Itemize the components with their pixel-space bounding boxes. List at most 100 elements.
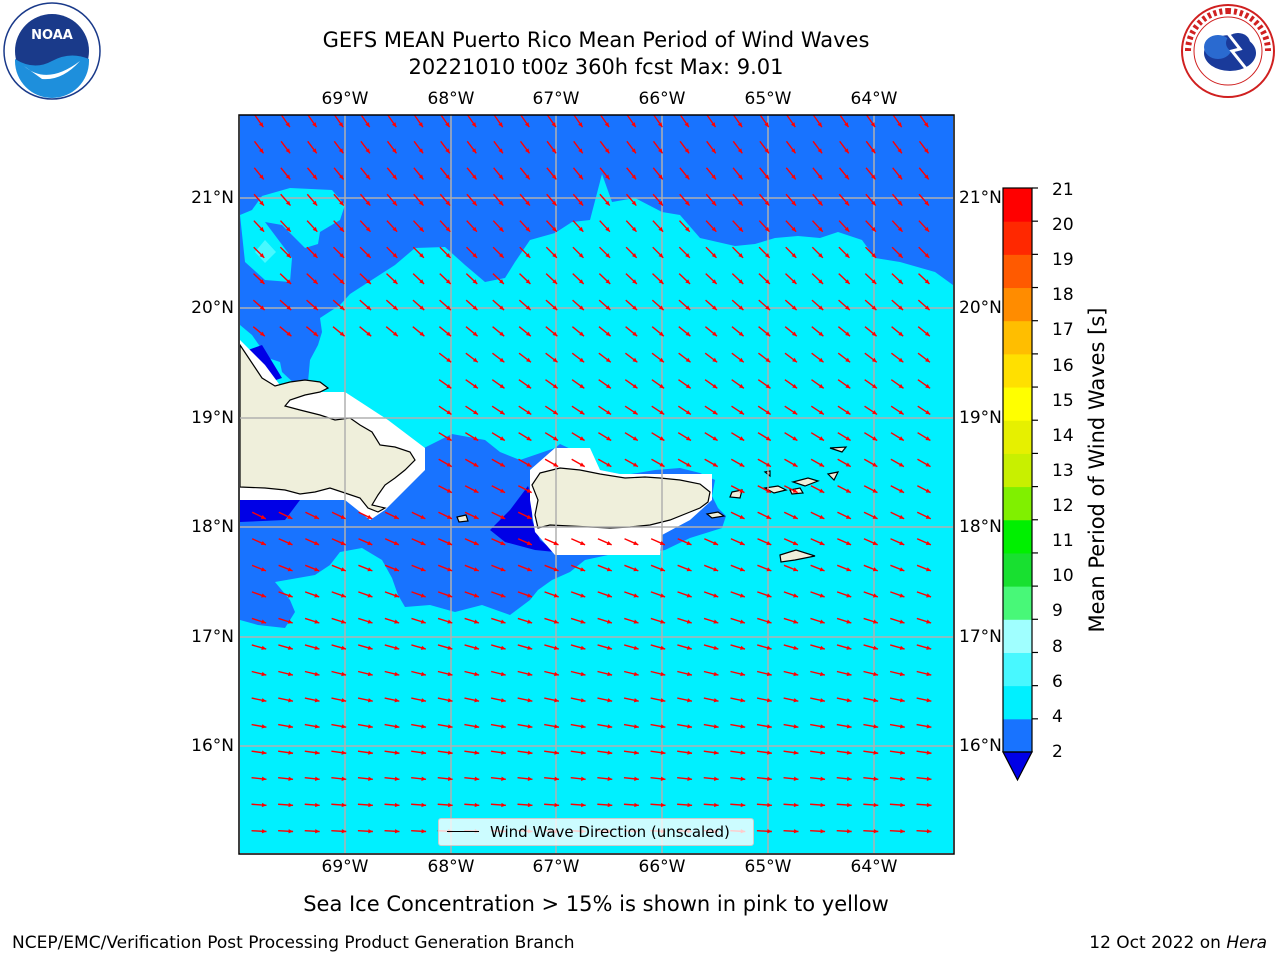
wind-wave-arrow-head xyxy=(846,541,852,545)
wind-wave-arrow-head xyxy=(579,383,585,389)
wind-wave-arrow-head xyxy=(740,698,746,703)
wind-wave-arrow-head xyxy=(473,462,479,467)
wind-wave-arrow-head xyxy=(473,436,479,441)
wind-wave-arrow-head xyxy=(501,750,506,755)
wind-wave-arrow-head xyxy=(845,357,851,363)
wind-wave-arrow-head xyxy=(314,698,320,703)
wind-wave-arrow-head xyxy=(368,802,373,808)
lon-label-top: 67°W xyxy=(532,89,580,109)
wind-wave-arrow-head xyxy=(312,200,318,206)
wind-wave-arrow-head xyxy=(580,645,586,650)
wind-wave-arrow-head xyxy=(924,148,929,154)
colorbar-segment xyxy=(1003,353,1032,388)
lon-label-bottom: 66°W xyxy=(638,857,686,877)
wind-wave-arrow-head xyxy=(446,462,452,467)
wind-wave-arrow-head xyxy=(660,698,666,703)
wind-wave-arrow-head xyxy=(713,776,719,781)
wind-wave-arrow-head xyxy=(605,383,611,389)
wind-wave-arrow-head xyxy=(605,200,610,206)
wind-wave-arrow-head xyxy=(685,383,691,389)
wind-wave-arrow-head xyxy=(686,671,692,677)
wind-wave-arrow-head xyxy=(765,331,771,337)
wind-wave-arrow-head xyxy=(873,698,879,703)
wind-wave-arrow-head xyxy=(793,750,799,755)
wind-wave-arrow-head xyxy=(551,122,556,128)
wind-wave-arrow-head xyxy=(580,724,586,729)
wind-wave-arrow-head xyxy=(312,253,318,258)
wind-wave-arrow-head xyxy=(898,331,904,337)
wind-wave-arrow-head xyxy=(312,226,318,232)
wind-wave-arrow-head xyxy=(341,671,347,677)
lon-label-bottom: 67°W xyxy=(532,857,580,877)
wind-wave-arrow-head xyxy=(739,488,745,493)
wind-wave-arrow-head xyxy=(474,698,480,703)
wind-wave-arrow-head xyxy=(925,514,931,519)
wind-wave-arrow-head xyxy=(819,488,825,493)
wind-wave-arrow-head xyxy=(580,619,586,624)
wind-wave-arrow-head xyxy=(499,436,505,441)
colorbar-segment xyxy=(1003,586,1032,620)
wind-wave-arrow-head xyxy=(261,698,267,703)
noaa-logo: NOAA xyxy=(3,2,101,100)
wind-wave-arrow-head xyxy=(899,541,905,545)
wind-wave-arrow-head xyxy=(871,200,876,206)
wind-wave-arrow-head xyxy=(285,122,290,128)
wind-wave-arrow-head xyxy=(872,619,878,624)
lat-label-left: 16°N xyxy=(191,736,234,756)
wind-wave-arrow-head xyxy=(793,829,799,834)
wind-wave-arrow-head xyxy=(846,724,852,729)
wind-wave-arrow-head xyxy=(259,226,265,232)
wind-wave-arrow-head xyxy=(631,226,637,232)
wind-wave-arrow-head xyxy=(845,305,850,311)
wind-wave-arrow-head xyxy=(606,410,612,415)
lat-label-right: 19°N xyxy=(959,408,1002,428)
colorbar-tick-label: 19 xyxy=(1052,250,1074,270)
wind-wave-arrow-head xyxy=(421,802,427,808)
wind-wave-arrow-head xyxy=(792,462,798,467)
wind-wave-arrow-head xyxy=(500,514,506,519)
wind-wave-arrow-head xyxy=(740,776,746,781)
wind-wave-arrow-head xyxy=(846,645,852,650)
colorbar-tick-label: 13 xyxy=(1052,461,1074,481)
colorbar-frame xyxy=(1002,187,1033,753)
wind-wave-arrow-head xyxy=(792,410,798,415)
wind-wave-arrow-head xyxy=(367,593,373,598)
wind-wave-arrow-head xyxy=(713,750,719,755)
wind-wave-arrow-head xyxy=(660,593,666,598)
wind-wave-arrow-head xyxy=(711,122,716,128)
wind-wave-arrow-head xyxy=(287,514,293,519)
colorbar-segment xyxy=(1003,287,1032,322)
wind-wave-arrow-head xyxy=(923,122,929,128)
wind-wave-arrow-head xyxy=(766,541,772,545)
wind-wave-arrow-head xyxy=(924,253,930,258)
wind-wave-arrow-head xyxy=(871,383,877,389)
wind-wave-arrow-head xyxy=(898,279,903,284)
wind-wave-arrow-head xyxy=(818,253,823,258)
wind-wave-arrow-head xyxy=(367,619,373,624)
wind-wave-arrow-head xyxy=(259,174,264,180)
wind-wave-arrow-head xyxy=(366,305,372,311)
wind-wave-arrow-head xyxy=(261,776,267,781)
wind-wave-arrow-head xyxy=(926,776,932,781)
colorbar-segment xyxy=(1003,718,1032,753)
wind-wave-arrow-head xyxy=(580,593,586,598)
wind-wave-arrow-head xyxy=(471,174,477,180)
wind-wave-arrow-head xyxy=(793,802,799,808)
wind-wave-arrow-head xyxy=(871,279,877,284)
wind-wave-arrow-head xyxy=(313,514,319,519)
wind-wave-arrow-head xyxy=(527,671,533,677)
wind-wave-arrow-head xyxy=(633,645,639,650)
wind-wave-arrow-head xyxy=(873,645,879,650)
wind-wave-arrow-head xyxy=(658,148,663,154)
colorbar-tick-label: 10 xyxy=(1052,566,1074,586)
lon-label-top: 65°W xyxy=(744,89,792,109)
wind-wave-arrow-head xyxy=(473,567,479,572)
wind-wave-arrow-head xyxy=(793,593,799,598)
wind-wave-arrow-head xyxy=(472,200,477,206)
wind-wave-arrow-head xyxy=(552,279,558,284)
footer-credit: NCEP/EMC/Verification Post Processing Pr… xyxy=(12,933,575,953)
wind-wave-arrow-head xyxy=(606,436,612,441)
wind-wave-arrow-head xyxy=(447,698,453,703)
colorbar-tick-label: 6 xyxy=(1052,672,1063,692)
wind-wave-arrow-head xyxy=(712,383,718,389)
